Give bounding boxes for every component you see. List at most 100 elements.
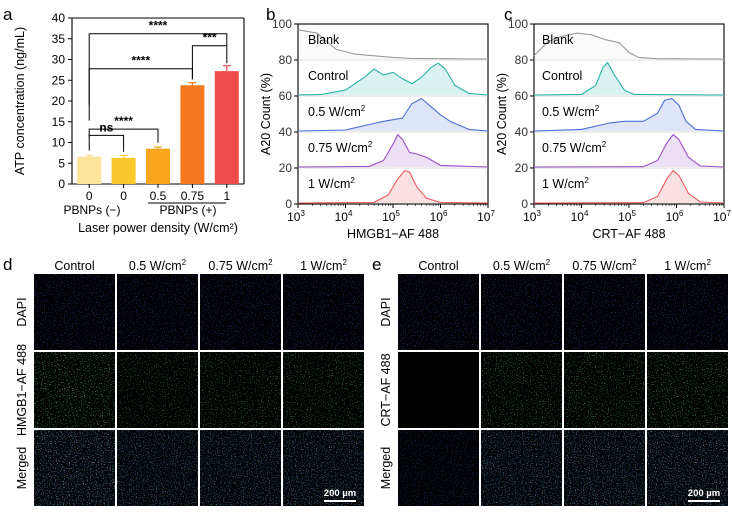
y-tick-label: 100 <box>508 17 528 31</box>
merged-af488-signal <box>200 430 281 506</box>
histogram-fill <box>534 170 724 203</box>
x-tick-base: 10 <box>335 210 349 224</box>
af488-signal <box>564 352 645 428</box>
histogram-line <box>533 32 725 60</box>
dapi-signal <box>283 274 364 350</box>
column-label: 1 W/cm2 <box>300 258 347 273</box>
y-tick-label: 80 <box>515 53 529 67</box>
series-label: 1 W/cm2 <box>308 176 355 191</box>
panel-label-a: a <box>3 5 13 24</box>
histogram-fill <box>298 134 488 167</box>
x-tick-exponent: 6 <box>443 209 448 218</box>
histogram-line <box>533 133 725 168</box>
series-label: 0.75 W/cm2 <box>542 140 607 155</box>
significance-bracket <box>88 128 159 143</box>
significance-label: **** <box>131 54 150 68</box>
y-tick-label: 40 <box>52 11 66 25</box>
y-tick-label: 20 <box>515 161 529 175</box>
x-tick-label: 104 <box>571 209 589 224</box>
row-label: CRT−AF 488 <box>379 353 393 426</box>
x-tick-exponent: 4 <box>348 209 353 218</box>
x-tick-base: 10 <box>287 210 301 224</box>
y-axis-label: A20 Count (%) <box>495 73 509 155</box>
series-label: Control <box>308 69 348 83</box>
x-tick-label: 107 <box>713 209 731 224</box>
column-label: 0.75 W/cm2 <box>572 258 637 273</box>
af488-signal <box>647 352 728 428</box>
micrograph-panel-d: Control 0.5 W/cm2 0.75 W/cm2 1 W/cm2DAPIHMG… <box>15 258 364 506</box>
x-tick-label: 105 <box>618 209 636 224</box>
series-label-exponent: 2 <box>368 140 373 149</box>
y-tick-label: 30 <box>52 53 66 67</box>
significance-bracket <box>88 33 228 105</box>
x-tick-label: 103 <box>523 209 541 224</box>
histogram-line <box>297 29 489 60</box>
series-label-exponent: 2 <box>361 104 366 113</box>
significance-label: **** <box>114 114 133 128</box>
x-tick-base: 10 <box>382 210 396 224</box>
af488-signal <box>200 352 281 428</box>
significance-label: **** <box>149 19 168 33</box>
row-label: Merged <box>379 447 393 489</box>
histogram-line <box>297 97 489 132</box>
series-label-text: 1 W/cm <box>542 177 584 191</box>
column-label-exponent: 2 <box>342 258 347 267</box>
x-tick-exponent: 7 <box>490 209 495 218</box>
x-tick-base: 10 <box>430 210 444 224</box>
y-tick-label: 10 <box>52 136 66 150</box>
bar <box>77 156 102 184</box>
row-label: Merged <box>15 447 29 489</box>
merged-af488-signal <box>398 430 479 506</box>
y-tick-label: 35 <box>52 32 66 46</box>
histogram-line <box>297 133 489 168</box>
scale-bar-label: 200 µm <box>324 488 356 499</box>
bar <box>146 148 170 184</box>
dapi-signal <box>398 274 479 350</box>
column-label-exponent: 2 <box>182 258 187 267</box>
series-label-exponent: 2 <box>350 176 355 185</box>
column-label-text: 0.5 W/cm <box>129 259 182 273</box>
column-label: 0.75 W/cm2 <box>208 258 273 273</box>
series-label-exponent: 2 <box>584 176 589 185</box>
dapi-signal <box>200 274 281 350</box>
dapi-signal <box>647 274 728 350</box>
x-tick-label: 103 <box>287 209 305 224</box>
y-tick-label: 0 <box>285 197 292 211</box>
column-label: Control <box>418 259 458 273</box>
column-label: 1 W/cm2 <box>664 258 711 273</box>
y-tick-label: 60 <box>515 89 529 103</box>
merged-af488-signal <box>283 430 364 506</box>
x-tick-exponent: 3 <box>536 209 541 218</box>
x-tick-label: 105 <box>382 209 400 224</box>
y-tick-label: 20 <box>279 161 293 175</box>
series-label: 1 W/cm2 <box>542 176 589 191</box>
x-tick-label: 0.5 <box>150 189 167 203</box>
x-axis-label: Laser power density (W/cm²) <box>78 221 238 235</box>
merged-af488-signal <box>34 430 115 506</box>
x-tick-base: 10 <box>713 210 727 224</box>
series-label: 0.5 W/cm2 <box>542 104 600 119</box>
dapi-signal <box>564 274 645 350</box>
y-tick-label: 40 <box>279 125 293 139</box>
x-axis-label: CRT−AF 488 <box>592 227 665 241</box>
merged-af488-signal <box>117 430 198 506</box>
series-label: 0.75 W/cm2 <box>308 140 373 155</box>
af488-signal <box>283 352 364 428</box>
merged-af488-signal <box>647 430 728 506</box>
significance-bracket <box>88 68 193 121</box>
x-tick-exponent: 7 <box>726 209 731 218</box>
x-tick-label: 107 <box>477 209 495 224</box>
series-label-exponent: 2 <box>595 104 600 113</box>
bar <box>111 157 136 184</box>
y-tick-label: 40 <box>515 125 529 139</box>
histogram-line <box>533 98 725 132</box>
column-label-exponent: 2 <box>546 258 551 267</box>
series-label: Blank <box>308 33 340 47</box>
histogram-fill <box>534 98 724 131</box>
x-tick-label: 0 <box>120 189 127 203</box>
y-tick-label: 60 <box>279 89 293 103</box>
x-tick-base: 10 <box>571 210 585 224</box>
scale-bar-label: 200 µm <box>688 488 720 499</box>
